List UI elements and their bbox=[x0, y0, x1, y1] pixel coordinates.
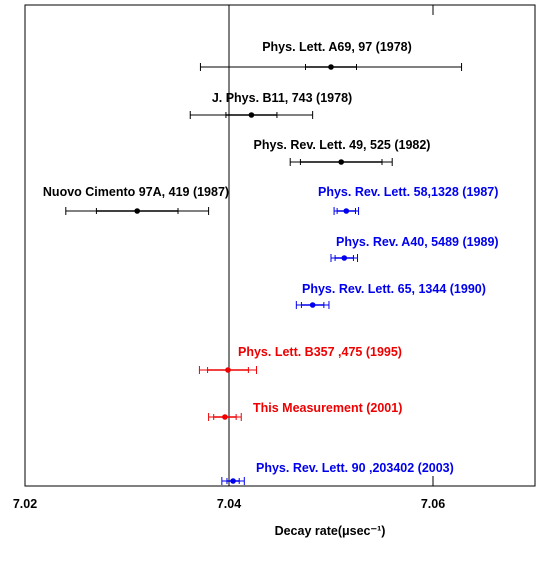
x-tick-label: 7.06 bbox=[421, 497, 445, 511]
point bbox=[222, 414, 228, 420]
point-label: Phys. Lett. B357 ,475 (1995) bbox=[238, 345, 402, 359]
point-label: J. Phys. B11, 743 (1978) bbox=[212, 91, 352, 105]
point bbox=[341, 255, 348, 261]
point-label: This Measurement (2001) bbox=[253, 401, 402, 415]
x-tick-label: 7.02 bbox=[13, 497, 37, 511]
x-tick-label: 7.04 bbox=[217, 497, 241, 511]
point bbox=[248, 112, 255, 118]
x-axis-label: Decay rate(μsec⁻¹) bbox=[275, 524, 386, 538]
point bbox=[328, 64, 334, 70]
point bbox=[230, 478, 236, 484]
point-label: Phys. Rev. Lett. 90 ,203402 (2003) bbox=[256, 461, 454, 475]
point-label: Phys. Rev. Lett. 49, 525 (1982) bbox=[254, 138, 431, 152]
plot-frame bbox=[24, 4, 536, 487]
point-label: Phys. Rev. Lett. 65, 1344 (1990) bbox=[302, 282, 486, 296]
point bbox=[338, 159, 345, 165]
point bbox=[134, 208, 140, 214]
point-label: Phys. Rev. A40, 5489 (1989) bbox=[336, 235, 499, 249]
point-label: Phys. Lett. A69, 97 (1978) bbox=[262, 40, 412, 54]
point bbox=[309, 302, 316, 308]
point bbox=[225, 367, 231, 373]
point-label: Nuovo Cimento 97A, 419 (1987) bbox=[43, 185, 229, 199]
point bbox=[343, 208, 350, 214]
point-label: Phys. Rev. Lett. 58,1328 (1987) bbox=[318, 185, 498, 199]
